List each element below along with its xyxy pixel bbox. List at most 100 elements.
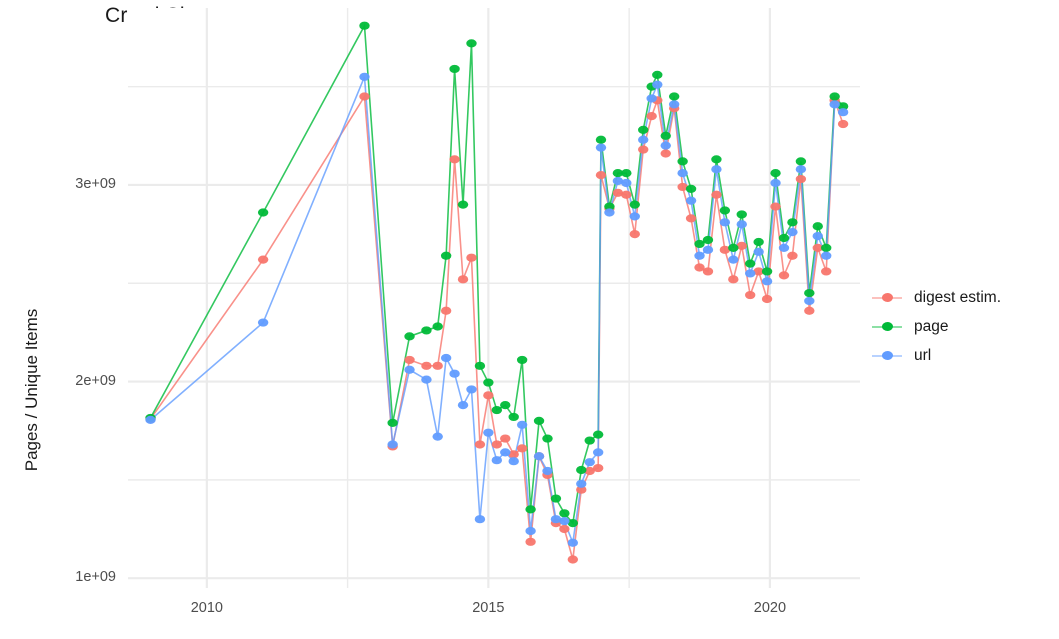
- data-point: [474, 440, 486, 449]
- data-point: [668, 100, 680, 109]
- data-point: [440, 306, 452, 315]
- data-point: [440, 251, 452, 260]
- data-point: [753, 237, 764, 247]
- legend-item-url[interactable]: url: [872, 341, 1001, 370]
- data-point: [567, 538, 579, 547]
- data-point: [542, 434, 553, 443]
- data-point: [584, 466, 595, 476]
- legend-item-page[interactable]: page: [872, 312, 1001, 341]
- data-point: [685, 196, 697, 205]
- data-point: [483, 428, 494, 437]
- data-point: [559, 517, 570, 526]
- data-point: [795, 174, 807, 184]
- data-point: [677, 182, 688, 192]
- legend-key-page-icon: [872, 315, 902, 339]
- data-point: [500, 448, 511, 457]
- data-point: [638, 125, 649, 134]
- data-point: [491, 405, 503, 415]
- data-point: [457, 401, 469, 410]
- data-point: [629, 230, 640, 239]
- data-point: [449, 155, 460, 164]
- data-point: [638, 145, 649, 154]
- data-point: [421, 375, 432, 384]
- data-point: [677, 157, 688, 166]
- data-point: [719, 245, 731, 254]
- data-point: [359, 92, 370, 101]
- data-point: [837, 119, 849, 129]
- data-point: [595, 143, 607, 152]
- data-point: [145, 415, 156, 424]
- data-point: [702, 245, 714, 254]
- data-point: [466, 385, 477, 394]
- data-point: [457, 200, 469, 209]
- data-point: [432, 361, 443, 370]
- data-point: [508, 412, 519, 422]
- data-point: [646, 112, 657, 121]
- data-point: [474, 361, 486, 370]
- data-point: [421, 361, 432, 370]
- x-tick-label: 2015: [472, 600, 505, 616]
- data-point: [449, 64, 460, 74]
- data-point: [787, 228, 798, 237]
- data-point: [778, 233, 790, 243]
- data-point: [795, 157, 807, 166]
- data-point: [711, 155, 722, 164]
- data-point: [711, 165, 722, 174]
- data-point: [668, 92, 680, 101]
- data-point: [508, 450, 519, 459]
- data-point: [660, 141, 671, 150]
- data-point: [516, 420, 528, 429]
- data-point: [711, 190, 722, 199]
- data-point: [576, 485, 587, 494]
- data-point: [745, 269, 756, 278]
- data-point: [550, 494, 562, 503]
- data-point: [457, 275, 469, 284]
- data-point: [837, 108, 849, 117]
- data-point: [257, 255, 269, 264]
- data-point: [736, 210, 747, 219]
- data-point: [525, 537, 536, 546]
- data-point: [761, 294, 773, 304]
- data-point: [761, 267, 773, 276]
- data-point: [829, 92, 840, 101]
- legend: digest estim. page url: [872, 283, 1001, 370]
- data-point: [516, 444, 528, 453]
- data-point: [516, 355, 528, 365]
- data-point: [685, 214, 697, 223]
- legend-key-url-icon: [872, 344, 902, 368]
- data-point: [449, 369, 460, 378]
- data-point: [753, 267, 764, 276]
- data-point: [604, 202, 615, 211]
- x-tick-label: 2020: [753, 600, 787, 616]
- data-point: [804, 288, 815, 298]
- data-point: [728, 255, 739, 264]
- data-point: [595, 135, 607, 144]
- data-point: [778, 243, 790, 252]
- data-point: [685, 184, 697, 193]
- data-point: [745, 259, 756, 268]
- data-point: [778, 271, 790, 280]
- data-point: [629, 200, 640, 209]
- data-point: [821, 267, 832, 276]
- legend-item-digest[interactable]: digest estim.: [872, 283, 1001, 312]
- data-point: [491, 456, 503, 465]
- y-tick-label: 2e+09: [75, 372, 116, 389]
- data-point: [387, 440, 398, 449]
- data-point: [584, 458, 595, 467]
- data-point: [652, 80, 663, 89]
- data-point: [837, 102, 849, 111]
- data-point: [576, 465, 587, 475]
- data-point: [483, 391, 494, 400]
- data-point: [694, 251, 705, 260]
- data-point: [812, 222, 823, 231]
- data-point: [533, 416, 545, 425]
- legend-label-page: page: [914, 317, 949, 335]
- data-point: [753, 247, 764, 256]
- data-point: [646, 94, 657, 103]
- legend-label-digest: digest estim.: [914, 288, 1002, 306]
- y-tick-label: 1e+09: [75, 569, 116, 586]
- series-line-page: [149, 22, 844, 525]
- data-point: [621, 169, 632, 178]
